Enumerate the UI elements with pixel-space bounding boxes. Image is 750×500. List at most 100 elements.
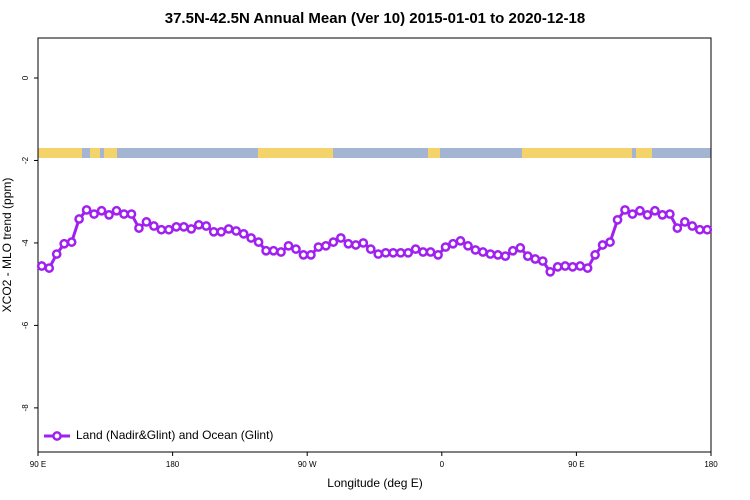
- data-point: [605, 237, 615, 247]
- data-point: [164, 224, 174, 235]
- data-point: [328, 237, 339, 247]
- data-point: [493, 250, 503, 260]
- data-point: [433, 250, 443, 260]
- data-point: [298, 250, 309, 260]
- data-point: [111, 205, 122, 216]
- data-point: [560, 261, 571, 271]
- data-point: [238, 229, 249, 239]
- data-point: [440, 242, 451, 252]
- data-point: [515, 243, 526, 253]
- data-point: [44, 263, 55, 273]
- land-band: [38, 148, 82, 158]
- data-point: [134, 223, 144, 233]
- data-point: [276, 247, 286, 257]
- legend-label: Land (Nadir&Glint) and Ocean (Glint): [76, 428, 273, 442]
- y-axis-label: XCO2 - MLO trend (ppm): [0, 178, 14, 313]
- data-point: [358, 238, 369, 248]
- data-point: [268, 245, 279, 256]
- data-point: [507, 245, 518, 256]
- data-point: [425, 247, 436, 257]
- data-point: [96, 205, 107, 216]
- y-tick-label: -4: [21, 239, 30, 247]
- data-point: [306, 250, 316, 260]
- chart-title: 37.5N-42.5N Annual Mean (Ver 10) 2015-01…: [165, 10, 585, 27]
- data-point: [537, 256, 548, 266]
- data-point: [687, 221, 698, 231]
- ocean-band: [38, 148, 711, 158]
- data-point: [261, 245, 271, 256]
- data-point: [470, 245, 481, 255]
- data-point: [193, 219, 204, 230]
- y-tick-label: -6: [21, 321, 30, 329]
- data-point: [81, 205, 92, 215]
- data-point: [104, 210, 114, 220]
- data-point: [388, 247, 399, 258]
- data-point: [612, 214, 623, 225]
- data-point: [627, 209, 638, 219]
- data-point: [246, 233, 256, 243]
- x-tick-label: 0: [440, 460, 445, 469]
- data-point: [201, 221, 212, 231]
- data-point: [545, 266, 556, 277]
- data-point: [149, 221, 159, 231]
- data-point: [186, 224, 197, 234]
- data-point: [253, 237, 264, 247]
- data-point: [694, 224, 705, 235]
- data-point: [582, 263, 593, 273]
- y-tick-label: 0: [21, 75, 30, 80]
- data-point: [590, 250, 600, 260]
- x-axis-label: Longitude (deg E): [327, 476, 422, 490]
- land-band: [522, 148, 632, 158]
- data-point: [171, 222, 182, 232]
- data-point: [216, 226, 227, 237]
- x-tick-label: 90 E: [568, 460, 584, 469]
- data-point: [223, 224, 234, 234]
- data-point: [350, 240, 361, 250]
- data-point: [178, 222, 189, 232]
- data-point: [66, 237, 77, 247]
- data-point: [141, 217, 152, 227]
- x-tick-label: 180: [704, 460, 718, 469]
- data-point: [672, 223, 683, 233]
- data-point: [208, 226, 219, 237]
- data-point: [89, 209, 99, 219]
- data-point: [156, 224, 167, 235]
- data-point: [313, 242, 324, 252]
- data-point: [500, 251, 511, 261]
- data-point: [522, 251, 533, 261]
- data-point: [665, 209, 675, 219]
- data-point: [597, 240, 608, 250]
- data-point: [642, 210, 653, 220]
- data-point: [231, 226, 242, 236]
- data-point: [650, 205, 660, 216]
- data-point: [575, 261, 585, 271]
- data-point: [679, 217, 690, 227]
- x-tick-label: 90 E: [30, 460, 46, 469]
- data-point: [485, 249, 496, 259]
- data-point: [336, 233, 346, 243]
- land-ocean-strip: [38, 148, 711, 158]
- data-point: [380, 247, 391, 258]
- data-point: [478, 247, 488, 257]
- data-point: [291, 244, 301, 254]
- data-point: [657, 210, 668, 220]
- land-band: [428, 148, 440, 158]
- data-point: [410, 244, 421, 254]
- data-point: [51, 249, 62, 259]
- data-point: [36, 261, 47, 271]
- plot-frame: [37, 37, 712, 453]
- y-tick-label: -8: [21, 404, 30, 412]
- legend-marker: [52, 431, 62, 441]
- x-tick-label: 90 W: [298, 460, 317, 469]
- data-point: [365, 244, 376, 254]
- data-point: [702, 224, 713, 235]
- data-point: [635, 205, 645, 216]
- data-point: [463, 240, 473, 251]
- data-point: [59, 238, 70, 249]
- data-point: [620, 205, 630, 215]
- data-point: [119, 209, 129, 219]
- data-point: [283, 240, 294, 251]
- data-point: [552, 262, 563, 272]
- data-point: [395, 247, 406, 258]
- data-point: [448, 238, 458, 249]
